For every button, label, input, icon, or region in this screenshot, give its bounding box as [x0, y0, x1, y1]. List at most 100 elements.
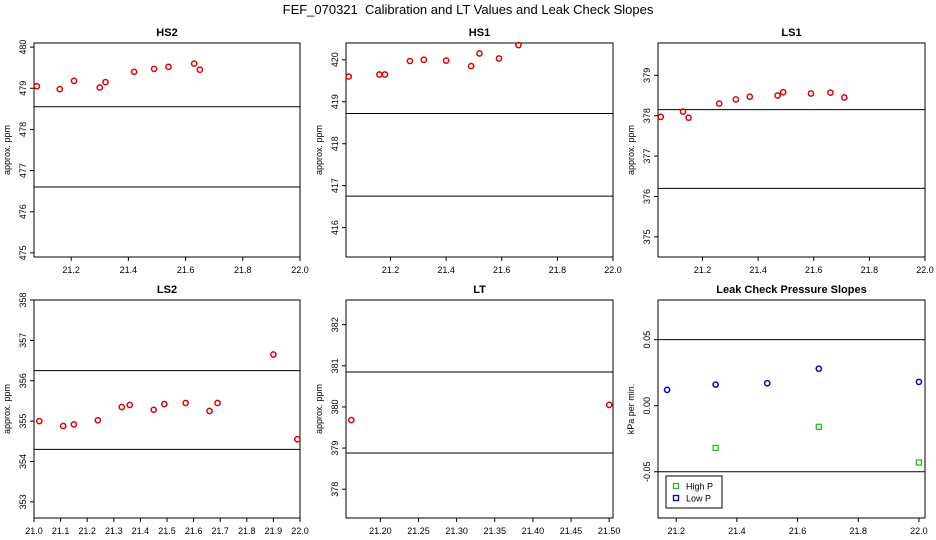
- data-point: [746, 93, 754, 101]
- data-point: [118, 403, 126, 411]
- data-point-low-p: [712, 381, 719, 388]
- chart-title: Leak Check Pressure Slopes: [716, 284, 866, 296]
- y-axis-label: approx. ppm: [2, 125, 12, 175]
- data-point: [33, 82, 41, 90]
- data-point-high-p: [915, 459, 923, 466]
- data-point: [347, 416, 355, 424]
- y-tick-label: 479: [18, 81, 28, 96]
- data-point: [160, 400, 168, 408]
- y-tick-label: 357: [18, 333, 28, 348]
- y-tick-label: 377: [642, 149, 652, 164]
- data-point: [420, 56, 428, 64]
- data-point: [442, 57, 450, 64]
- y-tick-label: 375: [642, 229, 652, 244]
- data-point: [206, 407, 213, 415]
- data-point: [732, 96, 740, 103]
- plot-frame: [657, 299, 926, 519]
- y-tick-label: 420: [330, 52, 340, 67]
- y-tick-label: 381: [330, 358, 340, 373]
- chart-panel-ls2: LS2 21.0 21.1 21.2 21.3 21.4 21.5 21.6 21.7 21.8 2…: [2, 284, 309, 536]
- data-point: [56, 85, 64, 93]
- y-axis-label: approx. ppm: [314, 384, 324, 434]
- x-tick-label: 21.7: [211, 526, 229, 536]
- x-tick-label: 21.6: [185, 526, 203, 536]
- data-point: [130, 68, 138, 76]
- legend-box: [665, 475, 723, 509]
- y-axis-label: approx. ppm: [2, 384, 12, 434]
- chart-panel-ls1: LS1 21.2 21.4 21.6 21.8 22.0 375 376 377 378 379 ap…: [626, 27, 934, 275]
- x-tick-label: 22.0: [604, 265, 622, 275]
- x-tick-label: 21.4: [437, 265, 455, 275]
- data-point-low-p: [815, 365, 823, 373]
- data-point: [214, 399, 221, 407]
- x-tick-label: 21.8: [234, 265, 252, 275]
- legend-label: Low P: [686, 494, 711, 504]
- x-tick-label: 21.6: [177, 265, 195, 275]
- data-point: [679, 108, 687, 115]
- x-tick-label: 21.1: [52, 526, 70, 536]
- data-point: [150, 406, 158, 414]
- y-axis-label: approx. ppm: [314, 125, 324, 175]
- data-point: [406, 57, 414, 65]
- x-tick-label: 22.0: [910, 526, 928, 536]
- x-tick-label: 21.2: [694, 265, 712, 275]
- y-tick-label: 0.05: [642, 331, 652, 349]
- chart-panel-hs1: HS1 21.2 21.4 21.6 21.8 22.0 416 417 418 419 420 ap…: [314, 27, 622, 275]
- x-tick-label: 21.6: [789, 526, 807, 536]
- data-point: [59, 422, 67, 430]
- y-tick-label: 478: [18, 122, 28, 137]
- y-tick-label: 0.00: [642, 397, 652, 415]
- data-point: [685, 114, 692, 122]
- x-tick-label: 21.4: [120, 265, 138, 275]
- x-tick-label: 21.3: [105, 526, 123, 536]
- data-point: [35, 417, 43, 425]
- y-tick-label: 379: [642, 68, 652, 83]
- x-tick-label: 21.0: [25, 526, 43, 536]
- chart-panel-hs2: HS2 21.2 21.4 21.6 21.8 22.0 475 476 477 478 479 48…: [2, 27, 309, 275]
- x-tick-label: 22.0: [291, 526, 309, 536]
- data-point: [807, 90, 815, 97]
- data-point: [96, 84, 104, 91]
- data-point: [293, 435, 301, 443]
- data-point: [467, 62, 475, 70]
- x-tick-label: 21.45: [560, 526, 583, 536]
- data-point: [605, 401, 613, 409]
- x-tick-label: 21.6: [493, 265, 511, 275]
- y-tick-label: 476: [18, 204, 28, 219]
- y-tick-label: 354: [18, 454, 28, 469]
- data-point: [774, 92, 781, 99]
- chart-title: HS2: [156, 27, 177, 39]
- data-point: [165, 63, 172, 71]
- y-tick-label: 358: [18, 292, 28, 307]
- data-point: [495, 55, 503, 62]
- data-point: [840, 94, 848, 101]
- data-point-low-p: [663, 386, 671, 394]
- y-tick-label: 379: [330, 441, 340, 456]
- data-point: [150, 65, 158, 73]
- plot-frame: [33, 42, 301, 258]
- y-tick-label: 477: [18, 163, 28, 178]
- x-tick-label: 21.5: [158, 526, 176, 536]
- chart-title: LS2: [157, 284, 177, 296]
- x-tick-label: 21.4: [749, 265, 767, 275]
- x-tick-label: 21.25: [407, 526, 430, 536]
- plot-frame: [345, 42, 614, 258]
- y-axis-label: kPa per min.: [626, 384, 636, 435]
- y-tick-label: 380: [330, 399, 340, 414]
- y-tick-label: 417: [330, 178, 340, 193]
- x-tick-label: 21.20: [369, 526, 392, 536]
- x-tick-label: 21.2: [78, 526, 96, 536]
- x-tick-label: 22.0: [291, 265, 309, 275]
- data-point: [196, 66, 204, 74]
- plot-frame: [33, 299, 301, 519]
- data-point: [182, 399, 189, 407]
- x-tick-label: 21.30: [445, 526, 468, 536]
- y-tick-label: 480: [18, 40, 28, 55]
- x-tick-label: 21.2: [382, 265, 400, 275]
- plot-frame: [345, 299, 614, 519]
- y-axis-label: approx. ppm: [626, 125, 636, 175]
- x-tick-label: 21.2: [667, 526, 685, 536]
- legend-marker-low-p: [672, 494, 680, 502]
- data-point-high-p: [815, 423, 822, 430]
- x-tick-label: 21.8: [549, 265, 567, 275]
